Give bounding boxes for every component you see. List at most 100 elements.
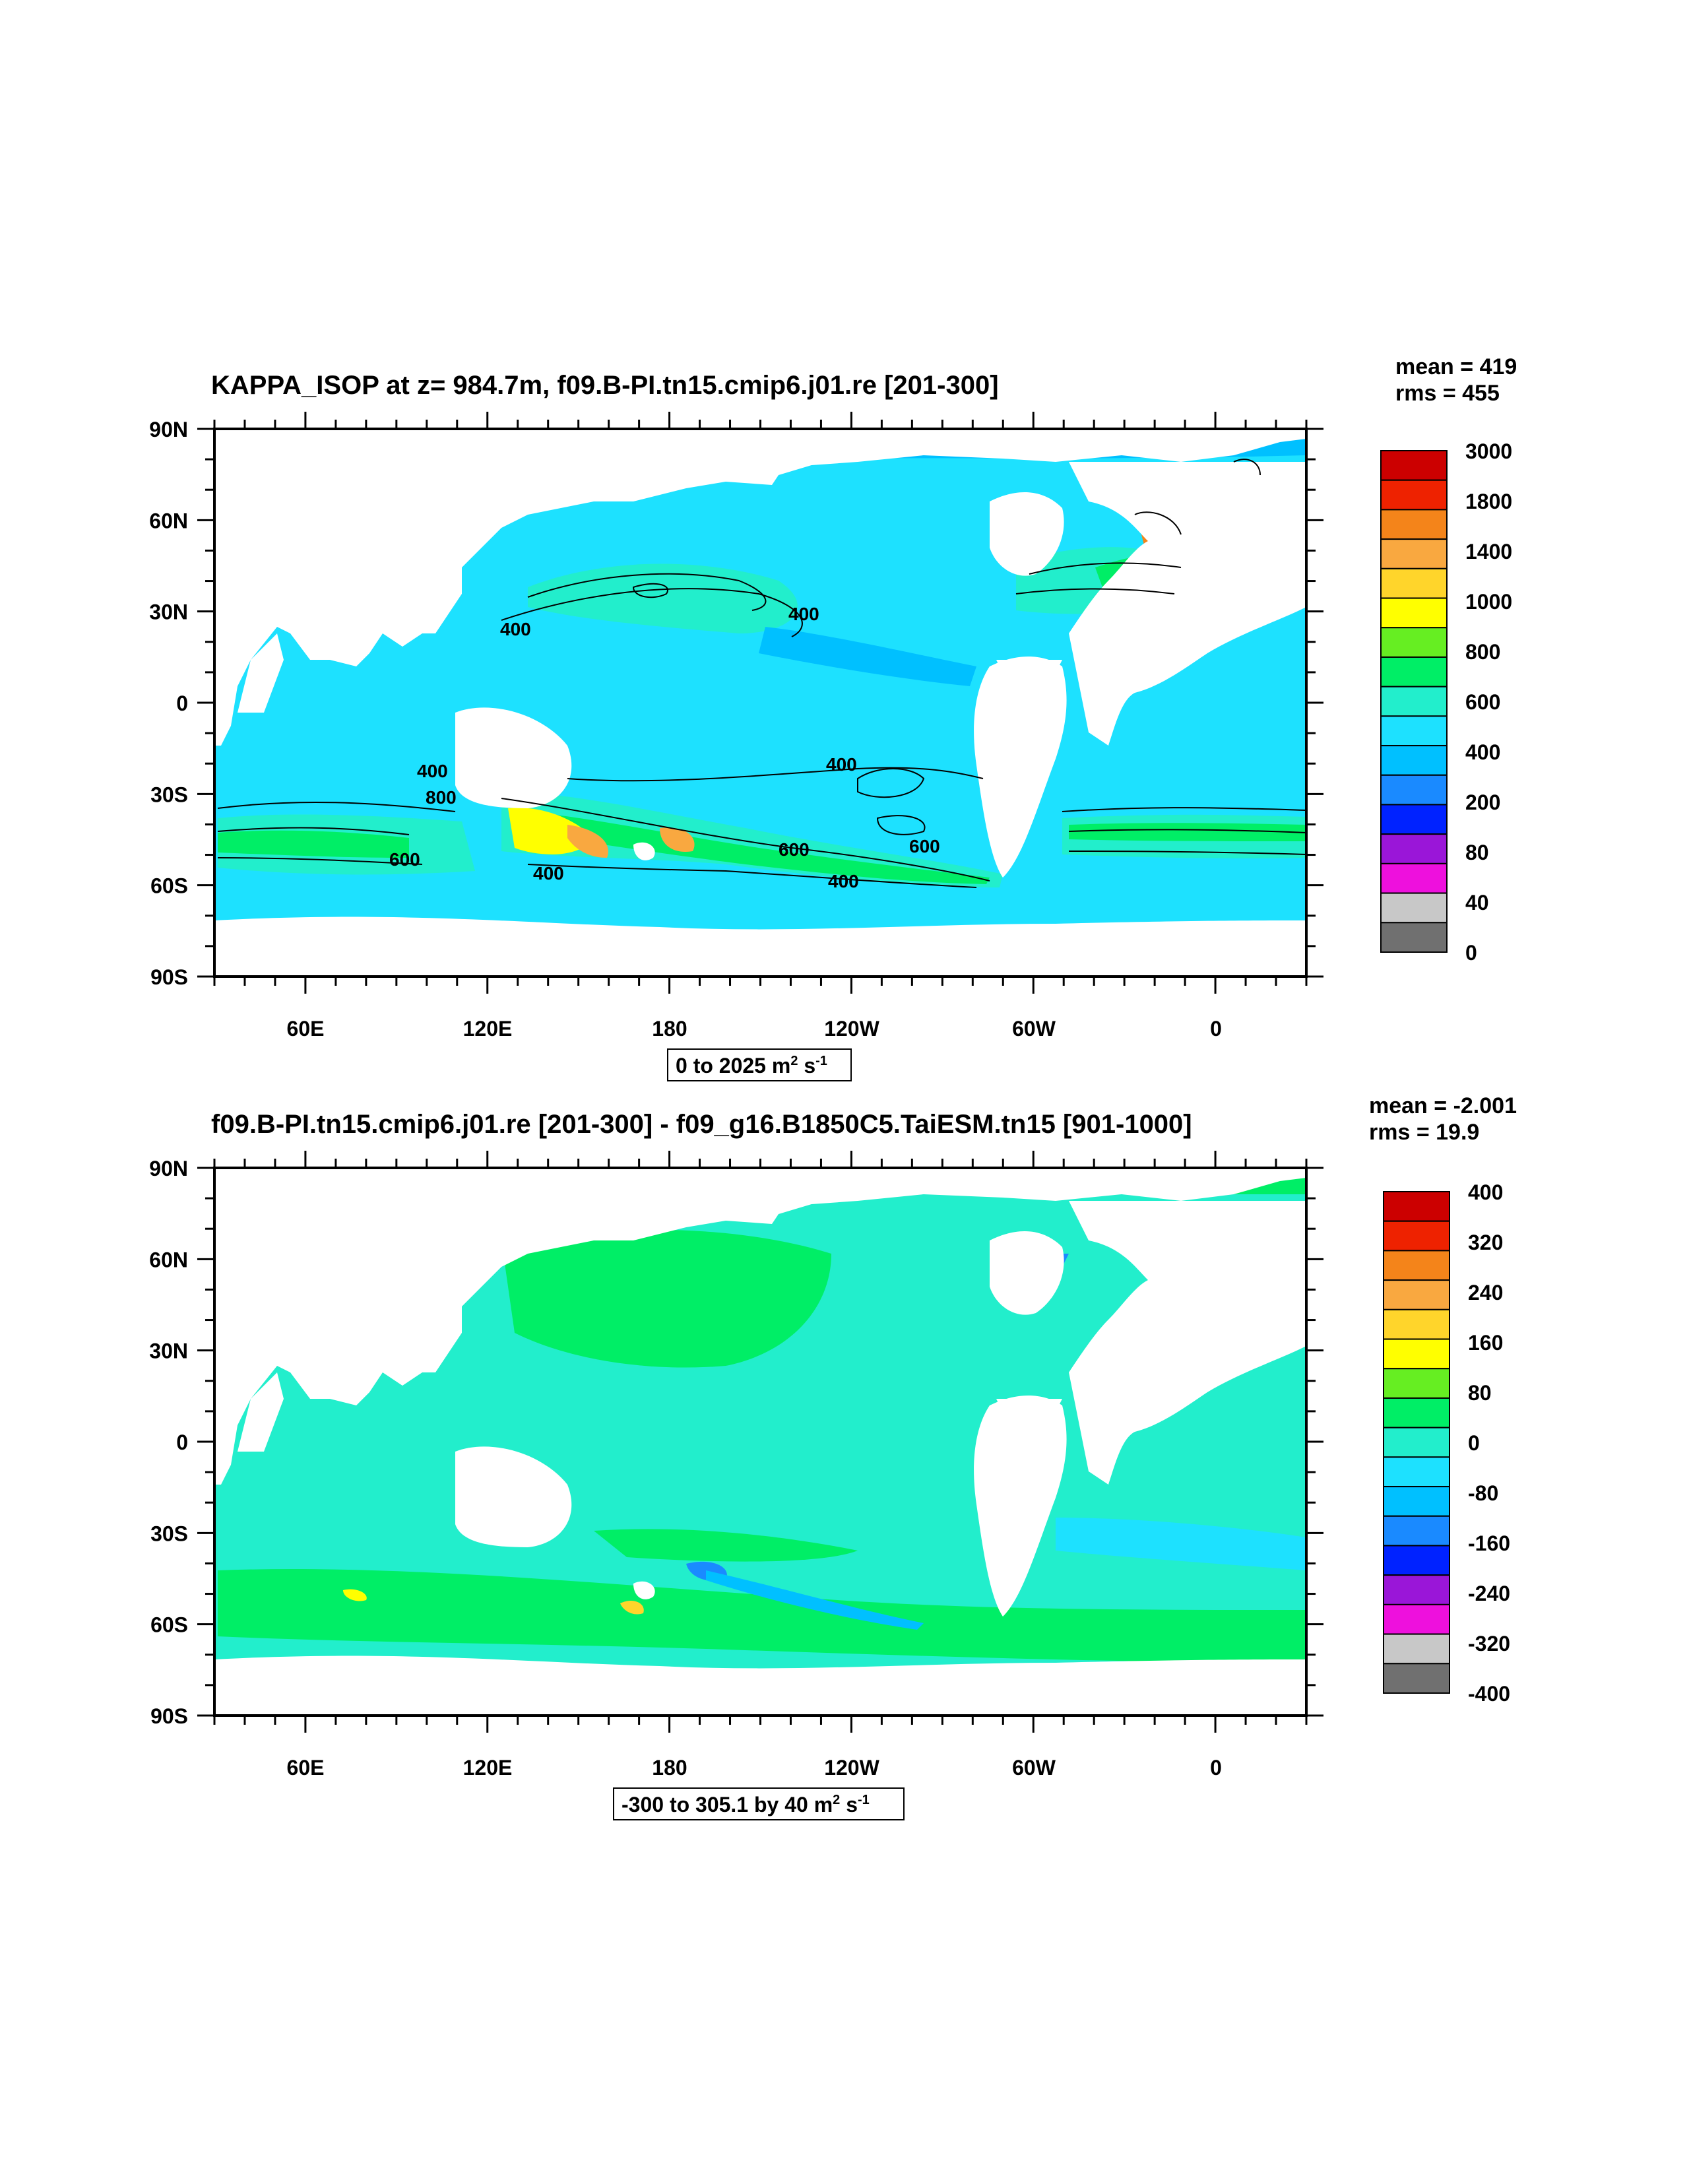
x-tick-label: 60E	[287, 1756, 325, 1780]
panel-1-range-box	[667, 1048, 852, 1081]
colorbar-swatch	[1383, 1250, 1450, 1281]
colorbar-swatch	[1383, 1338, 1450, 1370]
colorbar-swatch	[1383, 1515, 1450, 1547]
panel-2-rms: rms = 19.9	[1369, 1120, 1479, 1145]
panel-2-title: f09.B-PI.tn15.cmip6.j01.re [201-300] - f…	[211, 1110, 1192, 1139]
colorbar-label: 400	[1465, 740, 1500, 764]
colorbar-swatch	[1383, 1603, 1450, 1635]
y-tick-label: 90S	[150, 1704, 188, 1728]
panel-1-contour-label: 400	[788, 604, 819, 624]
colorbar-swatch	[1380, 627, 1448, 658]
colorbar-swatch	[1380, 597, 1448, 629]
panel-1-contour-label: 600	[779, 839, 810, 860]
colorbar-swatch	[1380, 922, 1448, 953]
colorbar-swatch	[1383, 1220, 1450, 1252]
colorbar-swatch	[1380, 538, 1448, 569]
panel-1-contours	[217, 459, 1306, 888]
colorbar-swatch	[1380, 715, 1448, 747]
colorbar-label: 600	[1465, 690, 1500, 714]
x-tick-label: 0	[1210, 1017, 1222, 1041]
colorbar-label: 320	[1468, 1231, 1503, 1254]
colorbar-swatch	[1380, 509, 1448, 540]
colorbar-label: 1800	[1465, 490, 1512, 513]
colorbar-swatch	[1383, 1633, 1450, 1665]
colorbar-label: 1000	[1465, 590, 1512, 614]
panel-2-map	[214, 1168, 1306, 1716]
panel-2-positive-anomaly	[343, 1589, 367, 1601]
panel-1-hotspot-newzealand	[660, 827, 695, 852]
colorbar-label: -160	[1468, 1531, 1510, 1555]
panel-1-contour-label: 800	[426, 787, 457, 808]
panel-2-south-atlantic-field	[1056, 1518, 1306, 1570]
panel-1-kuroshio-field	[528, 563, 798, 633]
panel-1-land	[214, 429, 1306, 977]
x-tick-label: 120E	[463, 1017, 513, 1041]
panel-1-acc-core-west	[218, 830, 409, 858]
panel-2-southern-band	[218, 1569, 1306, 1663]
panel-1-contour-label: 400	[828, 871, 859, 891]
panel-1-acc-core-atlantic	[1069, 823, 1306, 841]
panel-2-land	[214, 1168, 1306, 1716]
panel-1-contour-label: 400	[826, 754, 857, 775]
colorbar-swatch	[1383, 1191, 1450, 1222]
panel-1-rms: rms = 455	[1395, 381, 1500, 406]
colorbar-swatch	[1383, 1308, 1450, 1340]
colorbar-swatch	[1383, 1427, 1450, 1458]
colorbar-label: -240	[1468, 1582, 1510, 1605]
panel-1-title: KAPPA_ISOP at z= 984.7m, f09.B-PI.tn15.c…	[211, 371, 999, 400]
x-tick-label: 60W	[1012, 1756, 1056, 1780]
panel-2-range-info: -300 to 305.1 by 40 m2 s-1	[621, 1793, 870, 1816]
x-tick-label: 120W	[824, 1017, 879, 1041]
panel-1-acc-core-pacific	[528, 812, 990, 884]
panel-1-contour-label: 600	[389, 849, 420, 870]
colorbar-label: 400	[1468, 1180, 1503, 1204]
colorbar-swatch	[1383, 1574, 1450, 1605]
colorbar-swatch	[1380, 804, 1448, 835]
colorbar-label: 3000	[1465, 439, 1512, 463]
x-tick-label: 0	[1210, 1756, 1222, 1780]
x-tick-label: 120E	[463, 1756, 513, 1780]
panel-1: KAPPA_ISOP at z= 984.7m, f09.B-PI.tn15.c…	[149, 354, 1517, 1081]
colorbar-label: 800	[1465, 640, 1500, 664]
colorbar-swatch	[1380, 892, 1448, 924]
x-tick-label: 60W	[1012, 1017, 1056, 1041]
y-tick-label: 90N	[149, 418, 188, 441]
panel-1-axes: 60E 120E 180 120W 60W 0 90N 60N 30N 0 30S 60S 90S	[149, 412, 1323, 1041]
colorbar-swatch	[1383, 1279, 1450, 1310]
colorbar-label: 1400	[1465, 540, 1512, 563]
y-tick-label: 30S	[150, 783, 188, 806]
y-tick-label: 90N	[149, 1157, 188, 1180]
x-tick-label: 180	[652, 1756, 687, 1780]
colorbar-label: 40	[1465, 891, 1489, 915]
panel-2-mean: mean = -2.001	[1369, 1093, 1517, 1118]
colorbar-swatch	[1383, 1368, 1450, 1399]
x-tick-label: 60E	[287, 1017, 325, 1041]
colorbar-swatch	[1383, 1663, 1450, 1694]
panel-2: f09.B-PI.tn15.cmip6.j01.re [201-300] - f…	[149, 1093, 1517, 1820]
y-tick-label: 30N	[149, 600, 188, 624]
panel-2-range-box	[613, 1787, 905, 1820]
panel-2-axes: 60E 120E 180 120W 60W 0 90N 60N 30N 0 30S 60S 90S	[149, 1151, 1323, 1780]
colorbar-swatch	[1380, 862, 1448, 894]
panel-1-contour-label: 600	[909, 836, 940, 856]
colorbar-swatch	[1380, 567, 1448, 599]
x-tick-label: 180	[652, 1017, 687, 1041]
y-tick-label: 30N	[149, 1339, 188, 1363]
colorbar-swatch	[1380, 656, 1448, 688]
y-tick-label: 60S	[150, 874, 188, 898]
colorbar-swatch	[1380, 479, 1448, 511]
colorbar-label: 200	[1465, 790, 1500, 814]
colorbar-swatch	[1383, 1486, 1450, 1517]
colorbar-label: 160	[1468, 1331, 1503, 1355]
colorbar-label: 0	[1468, 1431, 1480, 1455]
y-tick-label: 60S	[150, 1613, 188, 1637]
colorbar-label: 0	[1465, 941, 1477, 965]
panel-1-contour-label: 400	[500, 619, 531, 639]
panel-2-positive-anomaly	[620, 1600, 644, 1615]
colorbar-label: 240	[1468, 1281, 1503, 1304]
panel-2-south-pacific-field	[594, 1529, 858, 1562]
y-tick-label: 90S	[150, 965, 188, 989]
y-tick-label: 0	[176, 691, 188, 715]
colorbar-swatch	[1380, 686, 1448, 717]
